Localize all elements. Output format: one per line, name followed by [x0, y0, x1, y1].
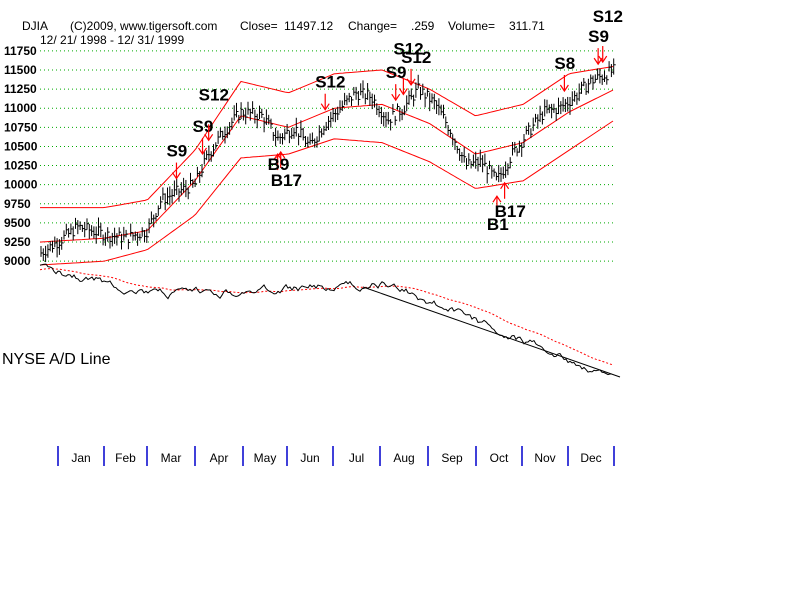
signal-label: S12: [315, 73, 345, 92]
header-copyright: (C)2009, www.tigersoft.com: [70, 19, 217, 33]
signal-buy-b17: B17: [495, 181, 526, 221]
sell-arrow-head: [198, 147, 208, 155]
signal-label: S12: [393, 39, 423, 58]
month-label: Oct: [490, 451, 509, 465]
signal-sell-s12: S12: [315, 73, 345, 111]
month-label: Dec: [580, 451, 601, 465]
ad-trendline: [362, 286, 621, 378]
buy-arrow-head: [492, 195, 502, 203]
signal-label: S9: [193, 117, 214, 136]
signal-label: S9: [386, 63, 407, 82]
month-label: Feb: [115, 451, 136, 465]
sell-arrow-head: [598, 55, 608, 64]
ad-line: [39, 263, 612, 376]
y-axis-ticks: 9000 9250 9500 9750 10000 10250 10500 10750 1100…: [4, 44, 38, 268]
month-label: Jul: [349, 451, 364, 465]
y-tick-label: 10250: [4, 159, 38, 173]
signal-sell-s8: S8: [554, 54, 575, 93]
sell-arrow-head: [391, 93, 401, 102]
y-tick-label: 9250: [4, 235, 31, 249]
month-label: Jun: [300, 451, 319, 465]
signal-buy-b1: B1: [487, 195, 509, 234]
month-axis: Jan Feb Mar Apr May Jun Jul Aug Sep Oct Nov Dec: [57, 446, 615, 466]
signal-sell-s12: S12: [199, 85, 229, 142]
signal-sell-s9: S9: [166, 142, 187, 180]
month-label: Jan: [71, 451, 90, 465]
header-close-label: Close=: [240, 19, 278, 33]
ad-line-label: NYSE A/D Line: [2, 351, 111, 368]
signal-label: S12: [593, 7, 623, 26]
month-label: Mar: [161, 451, 182, 465]
month-label: Aug: [393, 451, 414, 465]
sell-arrow-head: [398, 88, 408, 96]
ad-line-moving-average: [39, 267, 613, 366]
y-tick-label: 9000: [4, 254, 31, 268]
header-change-value: .259: [411, 19, 435, 33]
signal-label: S9: [166, 142, 187, 161]
month-label: Sep: [441, 451, 463, 465]
y-tick-label: 10000: [4, 178, 38, 192]
y-tick-label: 11000: [4, 101, 37, 115]
price-bars: [40, 58, 616, 263]
y-tick-label: 9750: [4, 197, 31, 211]
month-label: Nov: [534, 451, 555, 465]
signal-sell-s9: S9: [386, 63, 407, 102]
ad-line-panel: [39, 263, 621, 378]
sell-arrow-head: [320, 103, 330, 111]
buy-arrow-head: [273, 153, 283, 161]
header-close-value: 11497.12: [284, 19, 333, 33]
signal-sell-s9: S9: [588, 27, 609, 66]
middle-band-line: [39, 89, 614, 243]
signal-label: B17: [271, 171, 302, 190]
header-volume-label: Volume=: [448, 19, 495, 33]
header-change-label: Change=: [348, 19, 397, 33]
buy-arrow-head: [500, 181, 510, 190]
signal-sell-s12: S12: [593, 7, 623, 64]
signal-label: S12: [199, 85, 229, 104]
signal-buy-b9: B9: [268, 153, 290, 174]
y-tick-label: 11250: [4, 82, 37, 96]
header-symbol: DJIA: [22, 19, 48, 33]
y-tick-label: 10750: [4, 120, 38, 134]
signal-label: S12: [401, 48, 431, 67]
sell-arrow-head: [559, 84, 569, 93]
y-tick-label: 11500: [4, 63, 37, 77]
signal-label: B9: [268, 155, 290, 174]
sell-arrow-head: [406, 78, 416, 86]
y-tick-label: 9500: [4, 216, 31, 230]
lower-band-line: [39, 120, 614, 266]
signal-label: S8: [554, 54, 575, 73]
header-date-range: 12/ 21/ 1998 - 12/ 31/ 1999: [40, 33, 184, 47]
signal-sell-s12: S12: [393, 39, 424, 96]
signal-sell-s12: S12: [401, 48, 431, 86]
month-label: Apr: [210, 451, 229, 465]
header-volume-value: 311.71: [509, 19, 545, 33]
y-tick-label: 10500: [4, 139, 38, 153]
month-label: May: [254, 451, 277, 465]
signal-label: S9: [588, 27, 609, 46]
y-tick-label: 11750: [4, 44, 37, 58]
signal-label: B1: [487, 215, 509, 234]
upper-band-line: [40, 66, 614, 209]
signal-label: B17: [495, 202, 526, 221]
sell-arrow-head: [171, 172, 181, 180]
sell-arrow-head: [204, 133, 214, 142]
